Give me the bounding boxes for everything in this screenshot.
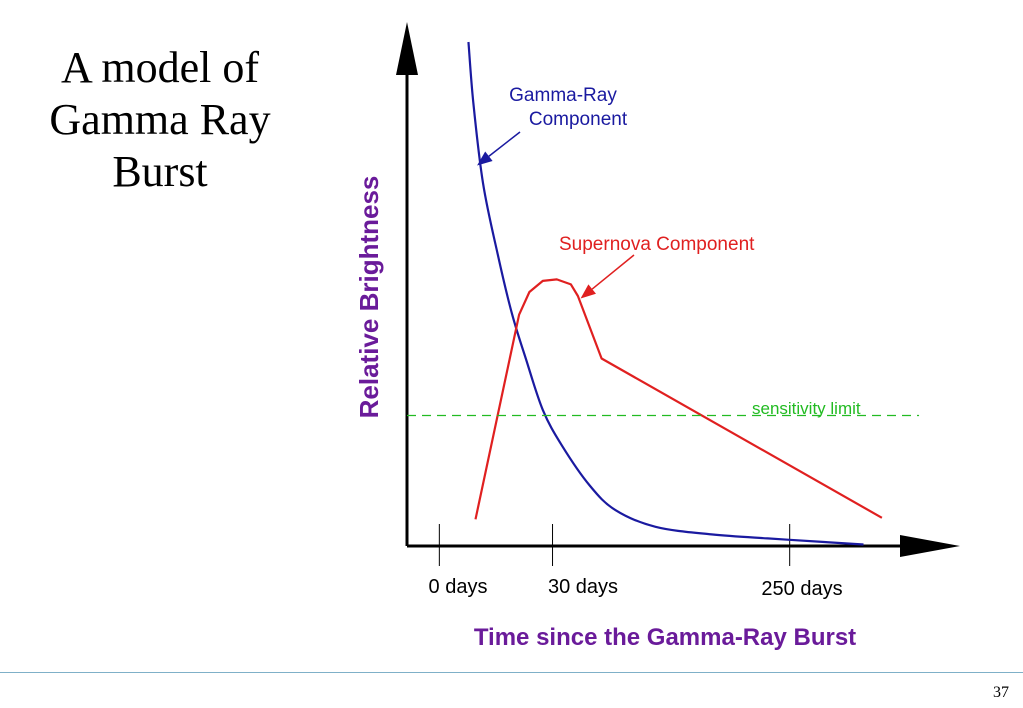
slide-title-line-3: Burst <box>112 147 208 196</box>
x-axis-arrowhead <box>900 535 960 557</box>
chart-axes <box>396 22 960 566</box>
x-tick-labels: 0 days 30 days 250 days <box>429 576 843 600</box>
sensitivity-limit-label: sensitivity limit <box>752 399 861 418</box>
gamma-ray-component-curve <box>467 41 864 546</box>
y-axis-arrowhead <box>396 22 418 75</box>
page-number: 37 <box>993 684 1009 701</box>
x-axis-title: Time since the Gamma-Ray Burst <box>474 624 856 651</box>
supernova-arrow-head <box>580 284 596 299</box>
x-tick-label-30-days: 30 days <box>548 576 618 598</box>
gamma-ray-arrow-head <box>477 151 493 166</box>
gamma-ray-arrow-shaft <box>488 131 521 157</box>
supernova-label: Supernova Component <box>559 234 755 255</box>
gamma-ray-label-line-2: Component <box>529 109 628 130</box>
supernova-arrow-shaft <box>591 254 635 290</box>
slide-title-line-1: A model of <box>61 43 259 92</box>
annotation-layer: Gamma-Ray Component Supernova Component … <box>477 85 861 418</box>
gamma-ray-label-line-1: Gamma-Ray <box>509 85 617 106</box>
brightness-chart: Gamma-Ray Component Supernova Component … <box>354 22 960 651</box>
slide-title: A model of Gamma Ray Burst <box>30 42 290 198</box>
x-tick-label-0-days: 0 days <box>429 576 488 598</box>
x-tick-label-250-days: 250 days <box>761 578 842 600</box>
y-axis-title: Relative Brightness <box>354 176 384 419</box>
slide-title-line-2: Gamma Ray <box>49 95 271 144</box>
footer-rule <box>0 672 1023 673</box>
supernova-component-curve <box>474 278 883 520</box>
series-layer <box>407 41 920 546</box>
